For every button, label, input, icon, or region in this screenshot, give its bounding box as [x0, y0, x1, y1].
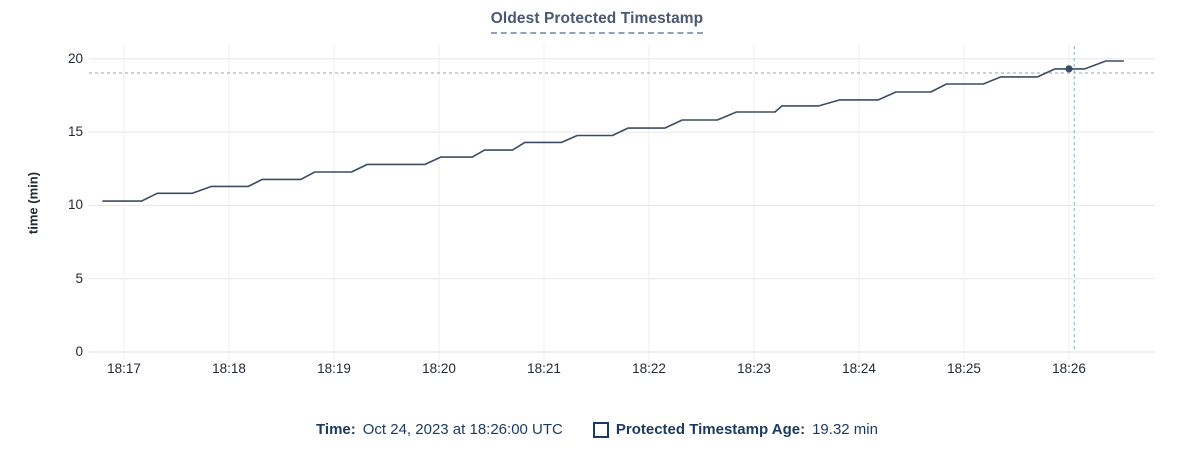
hollow-square-icon [592, 422, 609, 438]
series-line-protected-timestamp-age [102, 60, 1125, 202]
x-tick-label: 18:18 [212, 361, 246, 376]
x-tick-label: 18:17 [107, 361, 141, 376]
legend-item-protected-timestamp-age[interactable]: Protected Timestamp Age: 19.32 min [592, 420, 878, 440]
x-tick-label: 18:24 [842, 361, 876, 376]
y-tick-label: 15 [67, 124, 83, 140]
y-tick-label: 0 [75, 344, 83, 359]
x-tick-label: 18:25 [947, 361, 981, 376]
x-tick-label: 18:21 [527, 361, 561, 376]
y-tick-label: 5 [75, 270, 83, 286]
legend-series-value: 19.32 min [812, 421, 878, 438]
chart-title-row: Oldest Protected Timestamp [0, 10, 1194, 34]
chart-legend: Time: Oct 24, 2023 at 18:26:00 UTC Prote… [0, 420, 1194, 440]
legend-time-group: Time: Oct 24, 2023 at 18:26:00 UTC [316, 420, 563, 440]
x-tick-label: 18:22 [632, 361, 666, 376]
x-tick-label: 18:23 [737, 361, 771, 376]
x-tick-label: 18:26 [1052, 361, 1086, 376]
x-tick-label: 18:19 [317, 361, 351, 376]
legend-time-value: Oct 24, 2023 at 18:26:00 UTC [362, 421, 563, 438]
x-tick-label: 18:20 [422, 361, 456, 376]
hover-point-dot [1065, 65, 1073, 73]
chart-title[interactable]: Oldest Protected Timestamp [490, 10, 704, 34]
legend-series-label: Protected Timestamp Age: [615, 421, 806, 438]
legend-time-label: Time: [316, 421, 356, 438]
y-tick-label: 20 [67, 50, 83, 66]
y-tick-label: 10 [67, 197, 83, 213]
